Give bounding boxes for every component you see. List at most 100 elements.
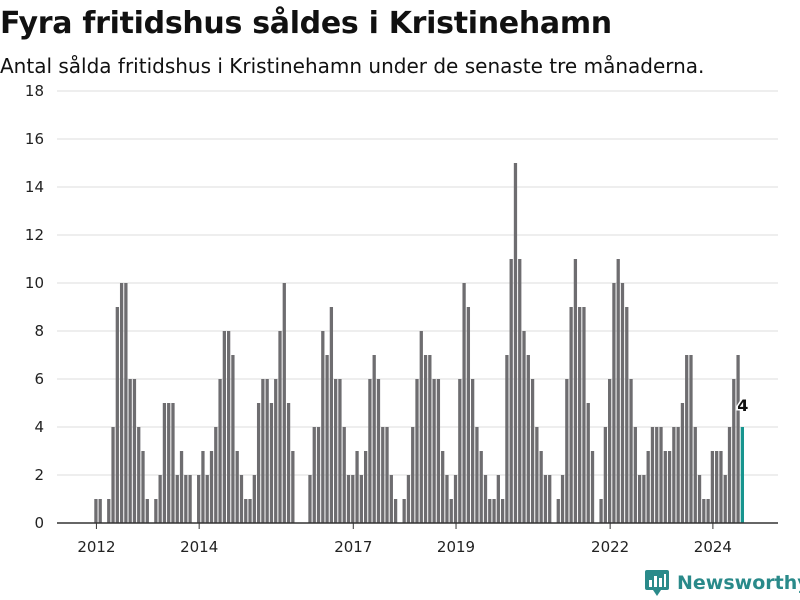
bar xyxy=(505,355,509,523)
newsworthy-logo: Newsworthy xyxy=(645,570,800,596)
bar xyxy=(115,307,119,523)
bar xyxy=(667,451,672,523)
bar xyxy=(475,427,479,523)
bar xyxy=(441,451,445,523)
chart-subtitle: Antal sålda fritidshus i Kristinehamn un… xyxy=(0,54,705,78)
bar xyxy=(291,451,295,523)
bar xyxy=(565,379,569,523)
bar xyxy=(586,403,590,523)
bar xyxy=(432,379,436,523)
bar xyxy=(274,379,278,523)
bar xyxy=(342,427,346,523)
bar xyxy=(179,451,184,523)
bar xyxy=(171,403,175,523)
bar xyxy=(282,283,286,523)
bar xyxy=(706,499,710,523)
bar xyxy=(402,499,406,523)
x-tick-label: 2014 xyxy=(180,538,218,556)
bar xyxy=(423,355,428,523)
y-tick-label: 16 xyxy=(25,130,44,148)
bar xyxy=(124,283,128,523)
bar xyxy=(479,451,483,523)
bar xyxy=(625,307,629,523)
bar xyxy=(710,451,715,523)
bar xyxy=(415,379,419,523)
bar xyxy=(608,379,612,523)
bar xyxy=(560,475,565,523)
bar xyxy=(141,451,145,523)
x-tick-label: 2017 xyxy=(334,538,372,556)
y-tick-label: 8 xyxy=(34,322,44,340)
y-tick-label: 0 xyxy=(34,514,44,532)
bar xyxy=(132,379,137,523)
bar xyxy=(556,499,560,523)
y-tick-label: 2 xyxy=(34,466,44,484)
bar xyxy=(111,427,115,523)
bar xyxy=(685,355,689,523)
bar xyxy=(492,499,496,523)
y-tick-label: 12 xyxy=(25,226,44,244)
bar xyxy=(458,379,462,523)
bar xyxy=(590,451,595,523)
bar xyxy=(530,379,535,523)
bar xyxy=(269,403,274,523)
bar xyxy=(680,403,685,523)
bar xyxy=(449,499,453,523)
bar xyxy=(389,475,393,523)
bar xyxy=(569,307,573,523)
bar xyxy=(471,379,475,523)
bar xyxy=(462,283,466,523)
bar xyxy=(616,259,620,523)
bar xyxy=(436,379,441,523)
chart-title: Fyra fritidshus såldes i Kristinehamn xyxy=(0,6,612,41)
x-tick-label: 2019 xyxy=(437,538,475,556)
bar xyxy=(244,499,248,523)
bar xyxy=(428,355,432,523)
y-tick-label: 6 xyxy=(34,370,44,388)
bar xyxy=(321,331,325,523)
bar xyxy=(355,451,359,523)
y-tick-label: 4 xyxy=(34,418,44,436)
bar xyxy=(316,427,321,523)
bar xyxy=(175,475,179,523)
bar xyxy=(736,355,740,523)
bar xyxy=(637,475,642,523)
bar xyxy=(702,499,706,523)
bar xyxy=(226,331,231,523)
bar xyxy=(539,451,543,523)
bar xyxy=(732,379,736,523)
bar xyxy=(676,427,680,523)
bar xyxy=(646,451,650,523)
bar xyxy=(286,403,291,523)
bar xyxy=(509,259,513,523)
bar xyxy=(689,355,693,523)
bar xyxy=(137,427,141,523)
bar xyxy=(218,379,222,523)
bar xyxy=(119,283,124,523)
bar xyxy=(145,499,149,523)
bar xyxy=(312,427,316,523)
bar xyxy=(548,475,552,523)
bar xyxy=(162,403,167,523)
bar xyxy=(633,427,637,523)
bar xyxy=(693,427,697,523)
bar xyxy=(261,379,265,523)
bar xyxy=(603,427,608,523)
bar xyxy=(522,331,526,523)
bar xyxy=(363,451,368,523)
bar xyxy=(235,451,239,523)
bar xyxy=(239,475,244,523)
bar xyxy=(727,427,732,523)
bar xyxy=(252,475,256,523)
bar xyxy=(406,475,411,523)
bar xyxy=(197,475,201,523)
bar xyxy=(94,499,98,523)
bar xyxy=(535,427,539,523)
bar xyxy=(620,283,625,523)
bar xyxy=(158,475,162,523)
bar xyxy=(98,499,102,523)
bar xyxy=(107,499,111,523)
bar xyxy=(359,475,363,523)
bar xyxy=(325,355,329,523)
brand-name: Newsworthy xyxy=(677,572,800,594)
